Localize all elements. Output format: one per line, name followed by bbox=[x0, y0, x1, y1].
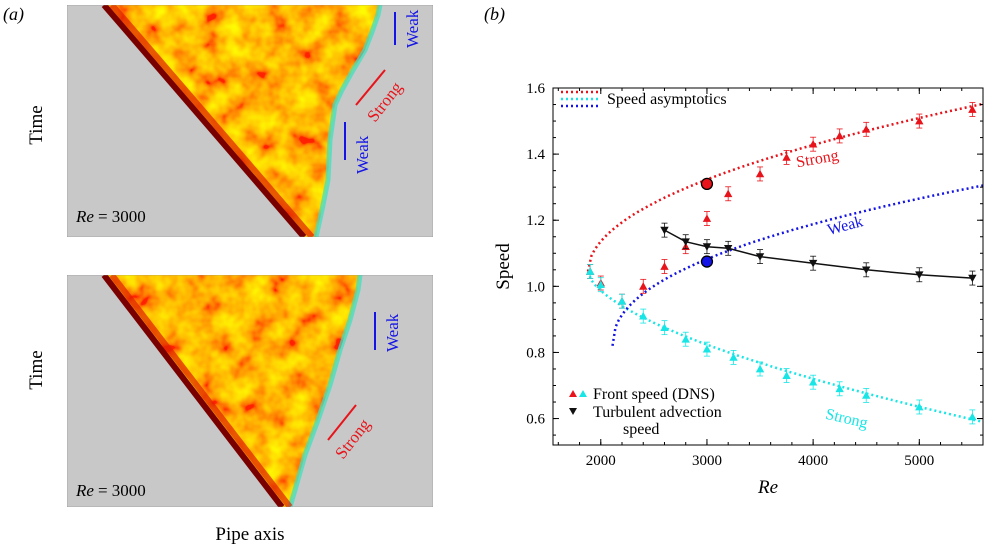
speed-chart: 2000 3000 4000 5000 0.6 0.8 1.0 1.2 1.4 1.6 Re Spee… bbox=[493, 81, 984, 498]
cyan-data-point bbox=[596, 280, 605, 289]
downstream-front bbox=[313, 5, 383, 237]
panel-b: (b) 2000 3000 4000 5000 0.6 0.8 1.0 1.2 1.4 1.6 Re… bbox=[484, 4, 984, 498]
red-data-point bbox=[755, 169, 765, 178]
red-data-point bbox=[639, 282, 648, 290]
red-data-point bbox=[660, 262, 669, 270]
cyan-data-point bbox=[617, 297, 627, 305]
asymptote-strong-lower bbox=[586, 271, 984, 424]
legend-advection: Turbulent advection bbox=[593, 404, 722, 421]
legend-marker-cyan bbox=[579, 390, 587, 397]
y-axis-label-bottom: Time bbox=[26, 350, 47, 389]
highlight-point-blue bbox=[700, 255, 714, 268]
cyan-data-point bbox=[968, 412, 977, 421]
red-data-point bbox=[835, 131, 844, 140]
black-data-point bbox=[702, 243, 712, 251]
advection-line bbox=[664, 229, 973, 279]
black-data-point bbox=[808, 259, 818, 268]
x-axis-label-a: Pipe axis bbox=[215, 524, 284, 545]
red-data-point bbox=[808, 139, 818, 148]
red-data-point bbox=[723, 189, 733, 198]
red-data-point bbox=[862, 125, 871, 133]
asymptote-strong-upper bbox=[586, 102, 984, 272]
panel-a-label: (a) bbox=[3, 4, 24, 25]
black-data-point bbox=[755, 253, 765, 261]
y-tick-label: 1.0 bbox=[526, 279, 545, 295]
cyan-data-point bbox=[808, 377, 818, 386]
legend-advection-2: speed bbox=[623, 421, 659, 438]
y-tick-label: 1.6 bbox=[526, 81, 545, 97]
y-tick-label: 0.8 bbox=[526, 345, 545, 361]
y-tick-label: 0.6 bbox=[526, 412, 545, 428]
y-tick-label: 1.2 bbox=[526, 213, 545, 229]
cyan-data-point bbox=[782, 371, 791, 379]
x-tick-label: 3000 bbox=[692, 453, 722, 469]
x-tick-label: 5000 bbox=[904, 453, 934, 469]
label-strong-lower: Strong bbox=[824, 406, 869, 432]
panel-b-label: (b) bbox=[484, 4, 505, 25]
red-data-point bbox=[915, 116, 924, 125]
cyan-data-point bbox=[639, 311, 648, 320]
x-axis-label: Re bbox=[757, 477, 778, 498]
legend-marker-red bbox=[569, 390, 577, 397]
label-strong-upper: Strong bbox=[795, 147, 840, 171]
label-weak: Weak bbox=[826, 213, 865, 239]
legend-front-speed: Front speed (DNS) bbox=[593, 386, 715, 403]
red-data-point bbox=[702, 214, 712, 222]
cyan-data-point bbox=[835, 384, 844, 393]
downstream-front bbox=[287, 275, 363, 507]
red-data-point bbox=[968, 105, 977, 113]
black-data-point bbox=[862, 266, 871, 275]
highlight-point-red bbox=[700, 177, 714, 191]
cyan-data-point bbox=[755, 364, 765, 373]
cyan-data-point bbox=[660, 323, 669, 332]
x-tick-label: 2000 bbox=[586, 453, 616, 469]
plot-frame bbox=[552, 87, 984, 446]
weak-annotation-top-2: Weak bbox=[353, 135, 372, 174]
weak-annotation-bottom: Weak bbox=[383, 313, 402, 352]
turbulent-texture bbox=[104, 5, 380, 237]
cyan-data-point bbox=[585, 267, 595, 275]
cyan-data-point bbox=[915, 402, 924, 411]
cyan-data-point bbox=[702, 344, 712, 353]
x-tick-label: 4000 bbox=[798, 453, 828, 469]
cyan-data-point bbox=[862, 391, 871, 399]
legend-asymptotics: Speed asymptotics bbox=[607, 91, 727, 108]
panel-a: (a) Re = 3000 Weak Strong Weak bbox=[3, 4, 433, 545]
spacetime-plot-bottom bbox=[67, 275, 433, 507]
spacetime-plot-top bbox=[67, 5, 433, 237]
y-axis-label: Speed bbox=[493, 243, 514, 290]
cyan-data-point bbox=[729, 353, 738, 361]
y-axis-label-top: Time bbox=[26, 105, 47, 144]
re-label-bottom: Re = 3000 bbox=[75, 481, 146, 500]
upstream-front bbox=[101, 275, 285, 507]
black-data-point bbox=[723, 244, 733, 253]
asymptote-weak bbox=[611, 184, 984, 346]
cyan-data-point bbox=[681, 335, 690, 343]
y-tick-label: 1.4 bbox=[526, 147, 545, 163]
weak-annotation-top-1: Weak bbox=[403, 9, 422, 48]
black-data-point bbox=[968, 274, 977, 283]
black-data-point bbox=[660, 226, 669, 235]
upstream-front bbox=[101, 5, 307, 237]
legend-marker-black bbox=[569, 408, 577, 415]
strong-marker-bottom bbox=[327, 404, 357, 441]
black-data-point bbox=[915, 271, 924, 279]
turbulent-texture bbox=[104, 275, 360, 507]
red-data-point bbox=[782, 153, 791, 161]
black-data-point bbox=[681, 238, 690, 246]
re-label-top: Re = 3000 bbox=[75, 207, 146, 226]
strong-marker-top bbox=[355, 69, 386, 106]
